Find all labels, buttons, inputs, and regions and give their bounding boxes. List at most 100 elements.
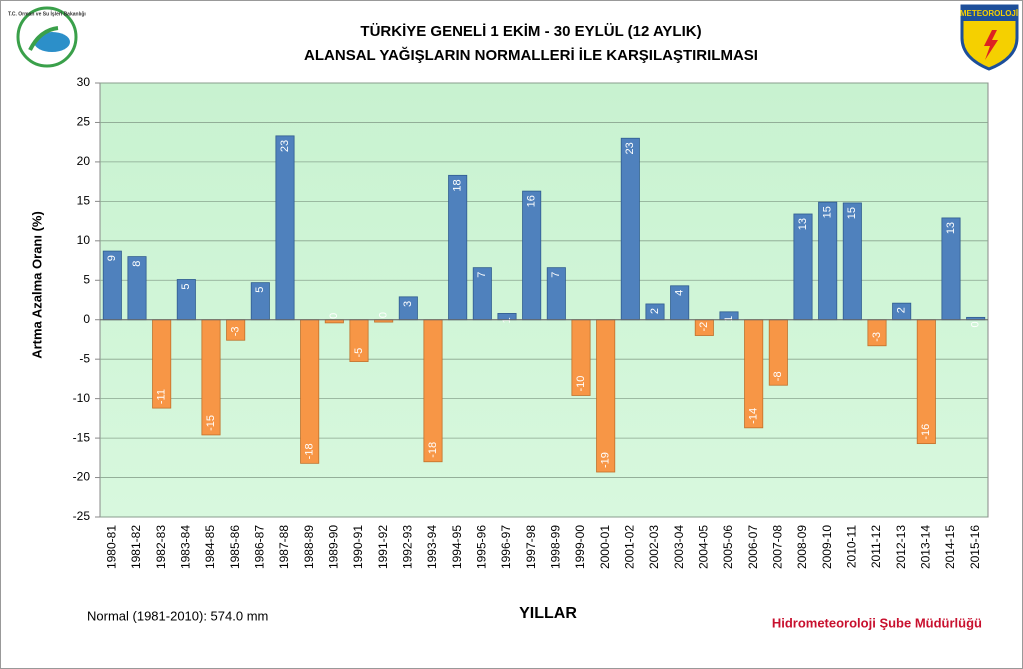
x-tick-label: 2010-11 [845, 525, 859, 568]
y-tick-label: -15 [73, 430, 91, 444]
x-tick-label: 2000-01 [598, 525, 612, 569]
y-tick-label: -20 [73, 470, 91, 484]
y-tick-label: 25 [77, 115, 91, 129]
y-tick-label: 30 [77, 75, 91, 89]
x-tick-label: 1990-91 [351, 525, 365, 569]
x-tick-label: 1991-92 [376, 525, 390, 569]
logo-band [963, 7, 1016, 21]
logo-right: METEOROLOJİ [960, 4, 1019, 71]
value-label: -19 [600, 452, 612, 468]
y-tick-label: 15 [77, 194, 91, 208]
x-tick-label: 2014-15 [943, 525, 957, 569]
chart-title: TÜRKİYE GENELİ 1 EKİM - 30 EYLÜL (12 AYL… [360, 23, 701, 40]
logo-bolt [984, 30, 998, 60]
bar [842, 202, 862, 321]
bar [448, 174, 468, 321]
logo-text: METEOROLOJİ [960, 9, 1018, 18]
value-label: 7 [476, 272, 488, 278]
logo-shape [34, 32, 70, 52]
x-tick-label: 1996-97 [499, 525, 513, 569]
value-label: 15 [846, 207, 858, 219]
y-tick-label: -5 [79, 351, 90, 365]
value-label: 23 [279, 140, 291, 152]
value-label: -2 [698, 322, 710, 332]
bar [818, 201, 838, 321]
y-tick-label: 20 [77, 154, 91, 168]
y-tick-label: 5 [83, 272, 90, 286]
x-tick-label: 1984-85 [203, 525, 217, 569]
x-tick-label: 2012-13 [894, 525, 908, 569]
x-tick-label: 2007-08 [771, 525, 785, 569]
chart-subtitle: ALANSAL YAĞIŞLARIN NORMALLERİ İLE KARŞIL… [304, 46, 758, 64]
value-label: -14 [748, 408, 760, 424]
value-label: 5 [180, 283, 192, 289]
x-tick-label: 2004-05 [697, 525, 711, 569]
bar [275, 135, 295, 321]
value-label: 8 [131, 261, 143, 267]
y-tick-label: 10 [77, 233, 91, 247]
value-label: 7 [550, 272, 562, 278]
value-label: 3 [402, 301, 414, 307]
value-label: -3 [230, 326, 242, 336]
x-tick-label: 1997-98 [524, 525, 538, 569]
value-label: -18 [304, 443, 316, 459]
value-label: -11 [156, 389, 168, 404]
x-tick-label: 1981-82 [129, 525, 143, 569]
logo-left: T.C. Orman ve Su İşleri Bakanlığı [8, 6, 86, 68]
value-label: -3 [871, 332, 883, 342]
x-tick-label: 2015-16 [968, 525, 982, 569]
x-tick-label: 2008-09 [795, 525, 809, 569]
x-tick-label: 1980-81 [105, 525, 119, 569]
x-tick-label: 1988-89 [302, 525, 316, 569]
value-label: 9 [106, 255, 118, 261]
value-label: -5 [353, 348, 365, 358]
bar [620, 137, 640, 321]
x-tick-label: 1995-96 [475, 525, 489, 569]
value-label: -8 [772, 371, 784, 381]
value-label: 5 [254, 287, 266, 293]
value-label: 15 [822, 206, 834, 218]
y-tick-label: -10 [73, 391, 91, 405]
value-label: -10 [575, 376, 587, 392]
x-tick-label: 1993-94 [425, 525, 439, 569]
footer: Hidrometeoroloji Şube Müdürlüğü [772, 615, 982, 630]
x-tick-label: 1985-86 [228, 525, 242, 569]
x-tick-label: 1989-90 [327, 525, 341, 569]
plot-area [99, 82, 989, 518]
logo-text: T.C. Orman ve Su İşleri Bakanlığı [8, 10, 86, 17]
value-label: 16 [526, 195, 538, 207]
x-tick-label: 2003-04 [672, 525, 686, 569]
x-tick-label: 1982-83 [154, 525, 168, 569]
x-tick-label: 1998-99 [549, 525, 563, 569]
bar [423, 319, 443, 463]
y-tick-label: -25 [73, 509, 91, 523]
x-tick-label: 1983-84 [179, 525, 193, 569]
x-tick-label: 2001-02 [623, 525, 637, 569]
value-label: 2 [896, 307, 908, 313]
logo-leaf [28, 26, 59, 51]
bar [596, 319, 616, 473]
value-label: 18 [452, 179, 464, 191]
value-label: 0 [328, 313, 340, 319]
y-axis-label: Artma Azalma Oranı (%) [29, 211, 44, 359]
value-label: -16 [920, 424, 932, 440]
x-tick-label: 2002-03 [647, 525, 661, 569]
value-label: 0 [970, 321, 982, 327]
value-label: 1 [723, 316, 735, 322]
x-tick-label: 2009-10 [820, 525, 834, 569]
note: Normal (1981-2010): 574.0 mm [87, 608, 268, 623]
x-tick-label: 2011-12 [869, 525, 883, 568]
value-label: 1 [501, 317, 513, 323]
x-tick-label: 1994-95 [450, 525, 464, 569]
value-label: 13 [797, 218, 809, 230]
bar [300, 319, 320, 464]
x-tick-label: 2013-14 [919, 525, 933, 569]
value-label: 13 [945, 222, 957, 234]
value-label: -18 [427, 442, 439, 458]
bar [522, 190, 542, 321]
bar [398, 296, 418, 321]
value-label: -15 [205, 415, 217, 431]
x-tick-label: 1999-00 [573, 525, 587, 569]
x-axis-label: YILLAR [519, 605, 577, 622]
